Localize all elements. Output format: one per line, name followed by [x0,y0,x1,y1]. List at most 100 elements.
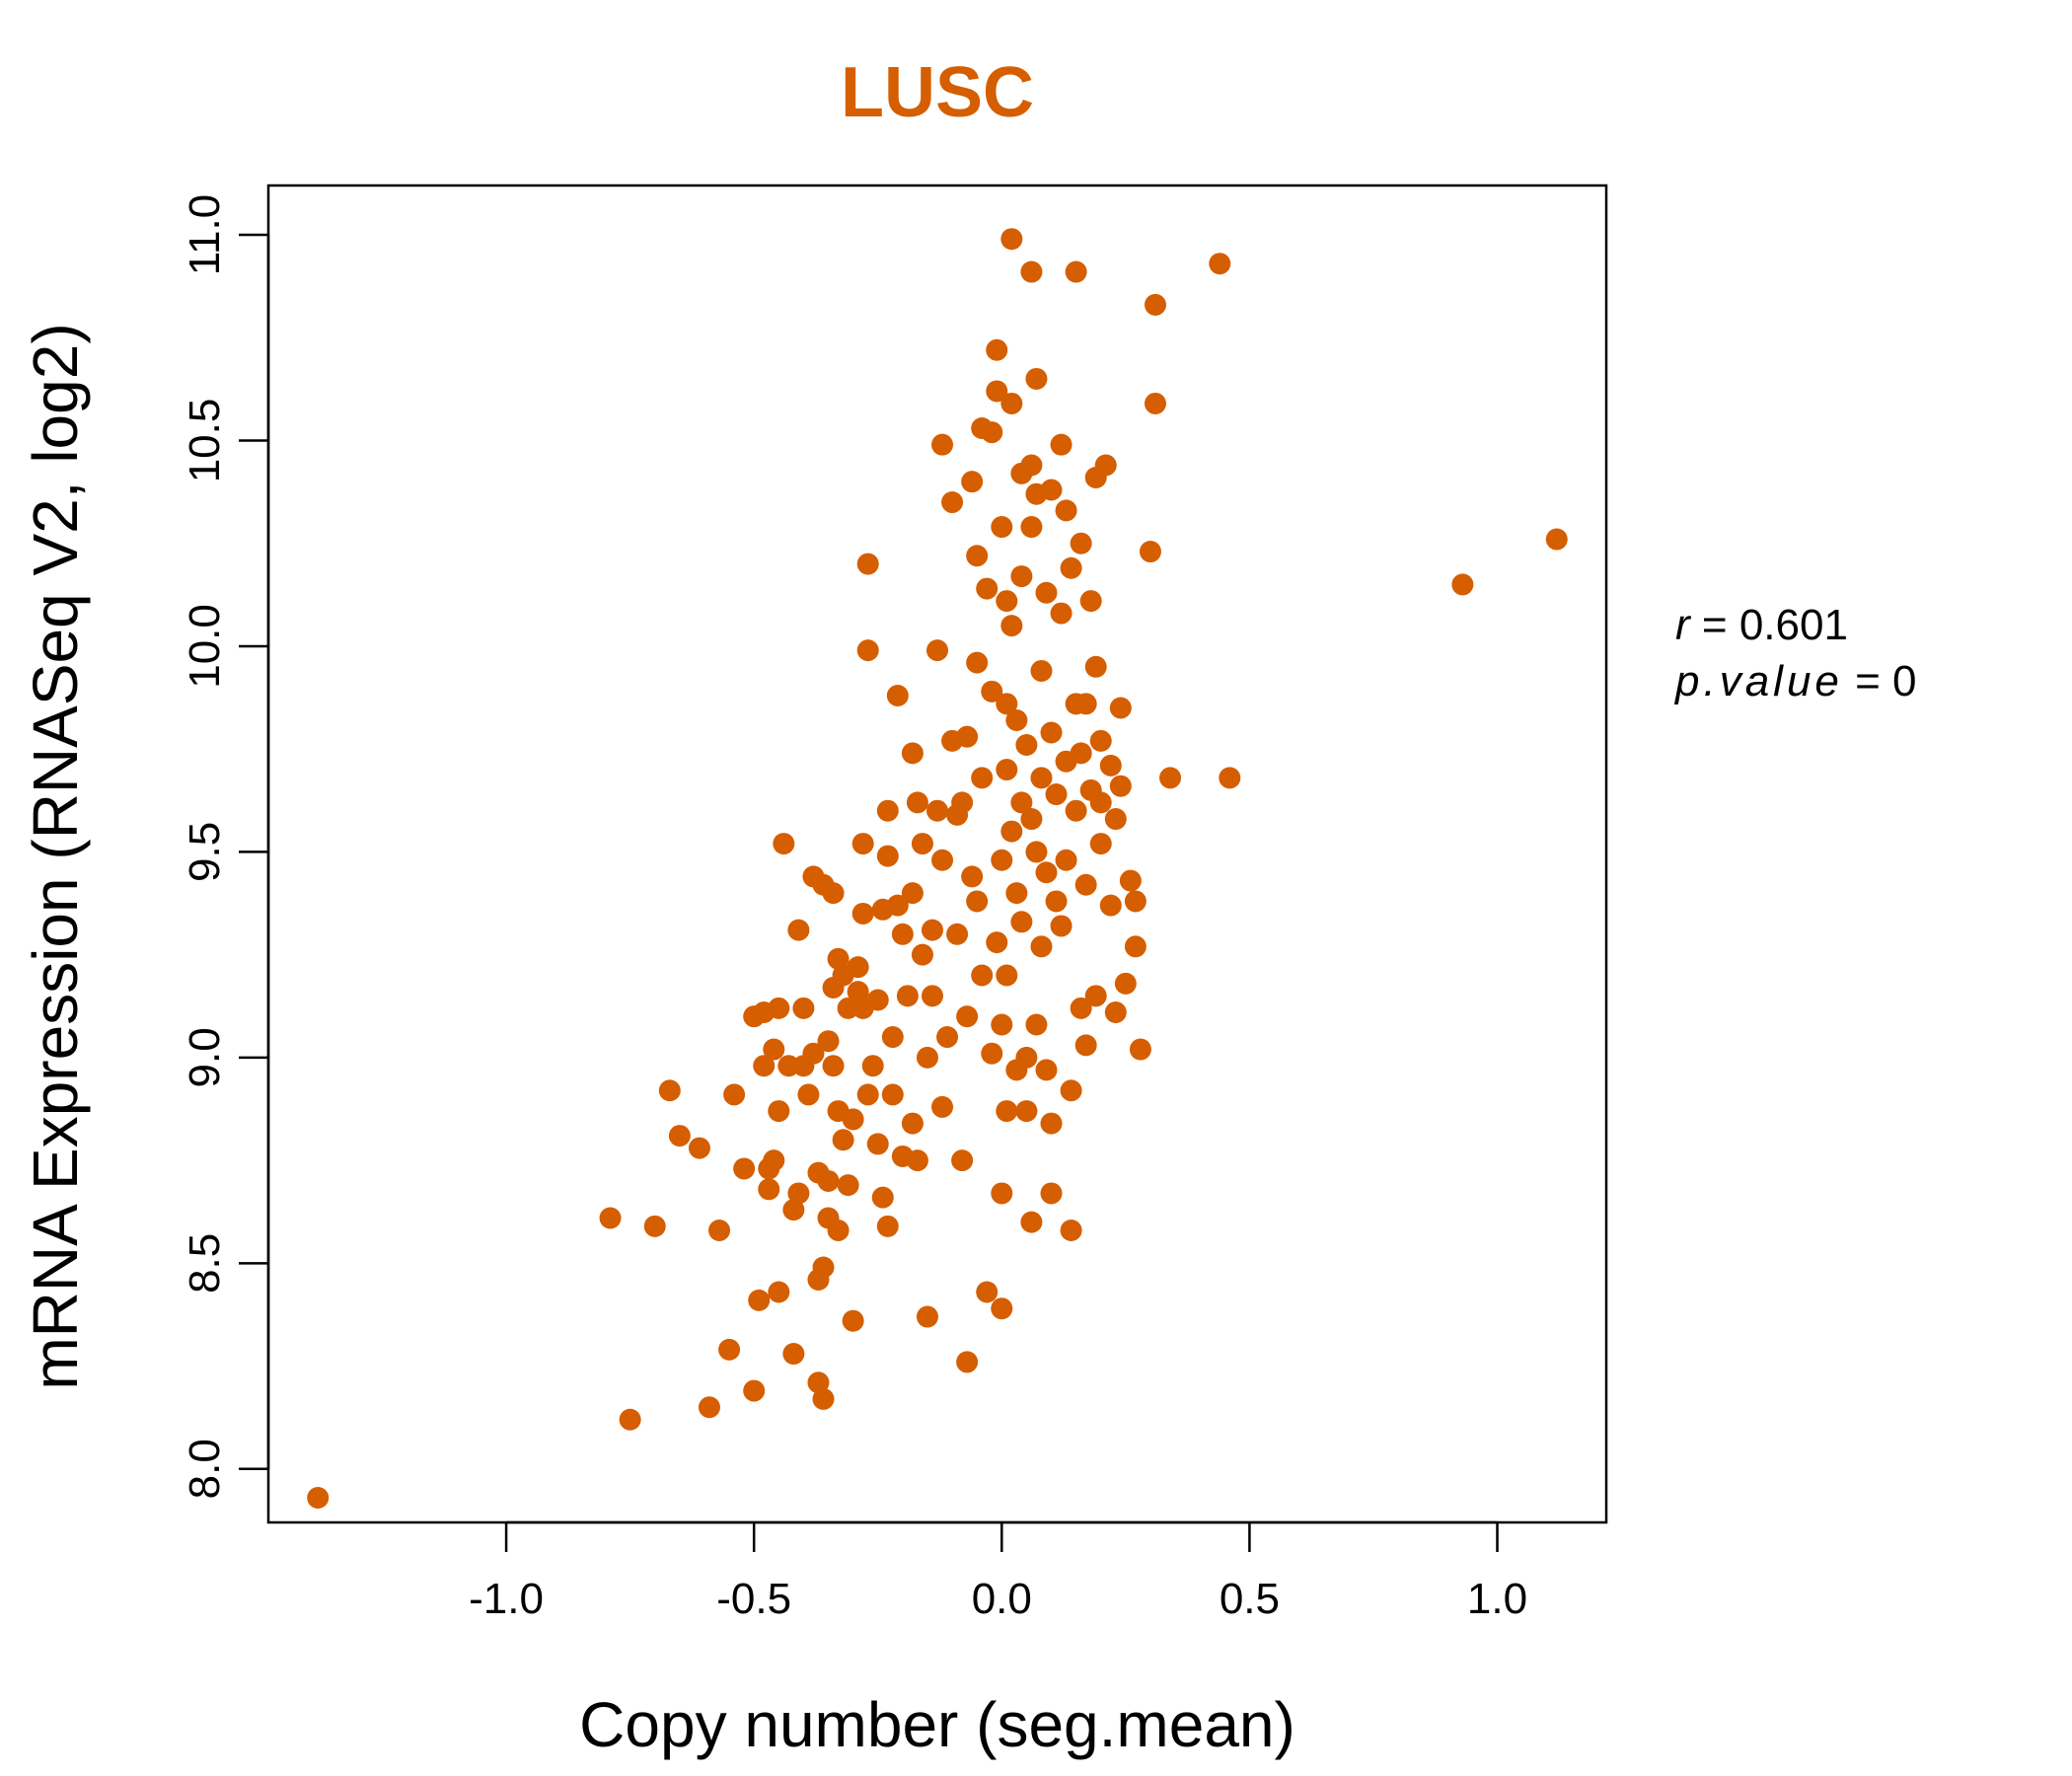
data-point [708,1219,731,1241]
x-tick-label: -1.0 [469,1575,544,1623]
x-axis: -1.0 -0.5 0.0 0.5 1.0 [469,1520,1527,1623]
data-point [1005,709,1028,731]
data-point [981,680,1003,703]
data-point [723,1083,746,1106]
data-point [817,1030,840,1053]
data-point [1010,911,1033,933]
data-point [996,964,1018,987]
data-point [916,1046,938,1069]
y-tick-label: 8.0 [181,1439,229,1499]
data-point [807,1371,830,1394]
data-point [1010,791,1033,814]
data-point [668,1125,691,1147]
data-point [991,516,1013,539]
data-point [1099,754,1122,777]
data-point [1089,729,1112,752]
data-point [1015,734,1038,757]
stat-p-value: p.value = 0 [1673,657,1917,705]
data-point [658,1079,681,1102]
data-point [981,421,1003,444]
data-points [307,228,1568,1509]
data-point [876,799,899,822]
data-point [1070,532,1092,555]
data-point [832,1129,854,1151]
data-point [1020,808,1043,831]
data-point [698,1396,720,1419]
data-point [1035,581,1058,604]
data-point [1035,861,1058,884]
data-point [1040,479,1063,501]
data-point [773,833,795,855]
chart-title: LUSC [841,53,1034,132]
data-point [1114,972,1137,995]
data-point [1209,253,1231,275]
x-axis-label: Copy number (seg.mean) [579,1689,1295,1760]
data-point [871,1186,894,1209]
data-point [901,1112,924,1135]
y-tick-label: 10.5 [181,399,229,483]
data-point [956,1351,979,1373]
data-point [1070,742,1092,765]
data-point [996,590,1018,613]
data-point [986,931,1008,954]
data-point [1015,1100,1038,1123]
data-point [782,1199,805,1221]
y-tick-label: 9.5 [181,822,229,882]
data-point [1451,573,1474,596]
data-point [1050,915,1073,937]
data-point [991,849,1013,871]
data-point [847,956,869,979]
data-point [1104,1001,1127,1024]
data-point [1030,659,1053,682]
data-point [748,1289,771,1311]
data-point [1545,528,1568,551]
data-point [881,1026,904,1049]
data-point [718,1338,741,1361]
data-point [951,791,974,814]
data-point [906,791,928,814]
data-point [1089,833,1112,855]
data-point [1060,1219,1082,1241]
data-point [886,684,909,706]
data-point [906,1149,928,1172]
data-point [1030,935,1053,958]
data-point [1139,541,1161,563]
data-point [1099,894,1122,917]
data-point [971,767,994,789]
data-point [1025,841,1048,863]
y-tick-label: 8.5 [181,1233,229,1294]
data-point [1144,293,1166,316]
data-point [1144,392,1166,414]
data-point [911,943,933,966]
data-point [619,1408,641,1431]
data-point [876,845,899,867]
data-point [1084,985,1107,1007]
data-point [812,1256,835,1279]
data-point [1129,1038,1151,1061]
data-point [996,693,1018,715]
data-point [1074,693,1097,715]
data-point [827,947,850,970]
data-point [991,1182,1013,1205]
data-point [926,799,948,822]
x-tick-label: 1.0 [1467,1575,1527,1623]
data-point [1074,1034,1097,1057]
data-point [643,1215,666,1237]
data-point [976,1281,999,1303]
data-point [931,433,954,456]
data-point [1010,565,1033,588]
data-point [1040,1182,1063,1205]
data-point [981,1042,1003,1065]
data-point [1020,260,1043,283]
data-point [1000,228,1023,251]
data-point [851,833,874,855]
data-point [837,1174,859,1197]
data-point [1079,590,1102,613]
data-point [961,865,984,888]
data-point [733,1157,756,1180]
data-point [941,491,964,514]
data-point [847,981,869,1003]
data-point [1000,820,1023,843]
data-point [1159,767,1182,789]
data-point [1124,935,1147,958]
